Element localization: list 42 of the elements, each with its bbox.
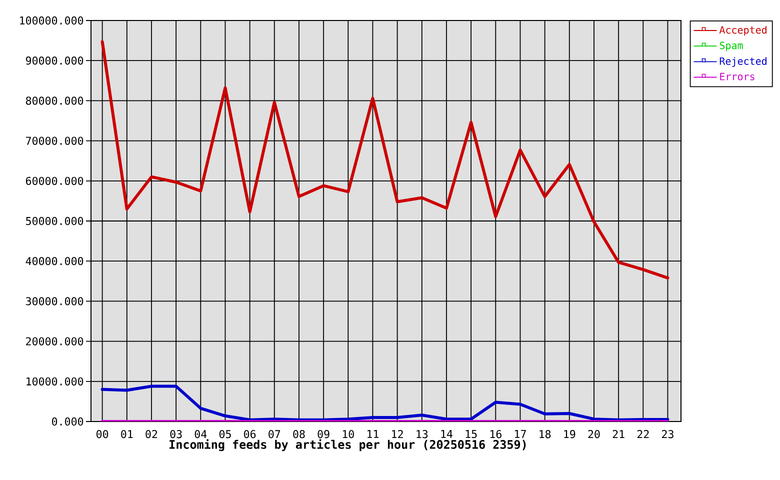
- y-tick-label: 80000.000: [26, 96, 84, 105]
- x-tick-label: 12: [392, 430, 403, 438]
- x-tick-label: 04: [194, 430, 207, 438]
- y-tick-label: 90000.000: [26, 56, 84, 65]
- x-tick-label: 00: [96, 430, 108, 438]
- y-tick-label: 70000.000: [26, 136, 84, 145]
- legend-label: Spam: [720, 42, 743, 52]
- y-tick-label: 40000.000: [26, 257, 84, 266]
- text: Incoming feeds by articles per hour (20250516 2359): [170, 439, 526, 452]
- x-tick-label: 10: [342, 430, 354, 438]
- x-tick-label: 11: [368, 430, 378, 438]
- x-tick-label: 23: [662, 430, 674, 438]
- x-tick-label: 13: [416, 430, 428, 438]
- x-tick-label: 22: [637, 430, 649, 438]
- x-tick-label: 06: [244, 430, 256, 438]
- x-tick-label: 21: [612, 430, 624, 438]
- legend-label: Errors: [720, 72, 754, 80]
- x-tick-label: 03: [170, 430, 182, 438]
- x-tick-label: 20: [588, 430, 600, 438]
- y-tick-label: 10000.000: [26, 377, 84, 386]
- legend-label: Rejected: [720, 57, 766, 67]
- y-tick-label: 100000.000: [20, 16, 84, 25]
- y-tick-label: 20000.000: [26, 337, 84, 346]
- line-series: [100, 384, 670, 422]
- x-tick-label: 08: [293, 430, 305, 438]
- x-tick-label: 14: [441, 430, 452, 438]
- x-tick-label: 16: [490, 430, 502, 438]
- x-tick-label: 15: [466, 430, 477, 438]
- x-tick-label: 02: [146, 430, 158, 438]
- x-tick-label: 19: [564, 430, 576, 438]
- x-tick-label: 07: [268, 430, 280, 438]
- x-tick-label: 17: [515, 430, 526, 438]
- line-series: [100, 40, 670, 280]
- y-tick-label: 0.000: [52, 417, 84, 426]
- y-tick-label: 50000.000: [26, 216, 84, 226]
- legend-label: Accepted: [719, 26, 766, 36]
- x-tick-label: 09: [318, 430, 330, 438]
- x-tick-label: 01: [121, 430, 133, 438]
- y-tick-label: 60000.000: [26, 176, 84, 185]
- y-tick-label: 30000.000: [26, 297, 84, 306]
- x-tick-label: 05: [219, 430, 231, 438]
- x-tick-label: 18: [540, 430, 551, 438]
